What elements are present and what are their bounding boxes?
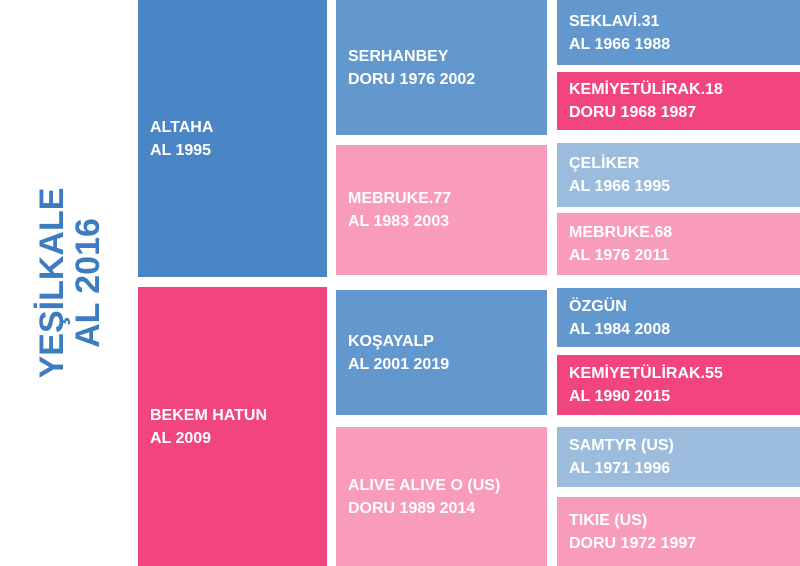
horse-detail: AL 1966 1995 [569, 178, 671, 195]
horse-box: MEBRUKE.68 AL 1976 2011 [557, 213, 800, 275]
horse-detail: AL 1966 1988 [569, 35, 671, 53]
horse-detail: AL 1971 1996 [569, 460, 671, 477]
horse-box: SERHANBEY DORU 1976 2002 [336, 0, 547, 135]
horse-name: ÖZGÜN [569, 297, 627, 315]
horse-detail: DORU 1972 1997 [569, 534, 697, 552]
horse-name: KEMİYETÜLİRAK.55 [569, 365, 723, 382]
horse-name: BEKEM HATUN [150, 406, 268, 424]
horse-box: ALIVE ALIVE O (US) DORU 1989 2014 [336, 427, 547, 566]
horse-name: MEBRUKE.68 [569, 224, 673, 241]
horse-name: ALIVE ALIVE O (US) [348, 476, 501, 494]
horse-detail: AL 2001 2019 [348, 355, 450, 373]
horse-detail: AL 1983 2003 [348, 213, 450, 230]
horse-detail: DORU 1968 1987 [569, 104, 697, 121]
horse-detail: DORU 1976 2002 [348, 70, 476, 88]
horse-box: ÇELİKER AL 1966 1995 [557, 143, 800, 207]
subject: YEŞİLKALE AL 2016 [33, 187, 107, 379]
horse-detail: AL 1990 2015 [569, 388, 671, 405]
horse-box: SAMTYR (US) AL 1971 1996 [557, 427, 800, 487]
horse-name: ALTAHA [150, 118, 214, 136]
horse-detail: AL 1984 2008 [569, 320, 671, 338]
horse-name: ÇELİKER [569, 155, 640, 172]
horse-detail: AL 1995 [150, 141, 212, 159]
horse-name: SEKLAVİ.31 [569, 12, 660, 30]
horse-name: SAMTYR (US) [569, 437, 674, 454]
horse-box: KEMİYETÜLİRAK.18 DORU 1968 1987 [557, 72, 800, 130]
horse-box: BEKEM HATUN AL 2009 [138, 287, 327, 566]
horse-name: TIKIE (US) [569, 511, 648, 529]
horse-name: KEMİYETÜLİRAK.18 [569, 81, 723, 98]
horse-box: MEBRUKE.77 AL 1983 2003 [336, 145, 547, 275]
horse-box: KEMİYETÜLİRAK.55 AL 1990 2015 [557, 355, 800, 415]
horse-name: MEBRUKE.77 [348, 190, 452, 207]
horse-detail: AL 2009 [150, 429, 212, 447]
horse-box: TIKIE (US) DORU 1972 1997 [557, 497, 800, 566]
horse-detail: AL 1976 2011 [569, 247, 670, 264]
horse-box: ALTAHA AL 1995 [138, 0, 327, 277]
horse-name: KOŞAYALP [348, 332, 434, 350]
horse-box: ÖZGÜN AL 1984 2008 [557, 288, 800, 347]
subject-detail: AL 2016 [69, 218, 107, 348]
horse-name: SERHANBEY [348, 47, 449, 65]
horse-detail: DORU 1989 2014 [348, 499, 476, 517]
horse-box: KOŞAYALP AL 2001 2019 [336, 290, 547, 415]
subject-name: YEŞİLKALE [33, 187, 71, 379]
horse-box: SEKLAVİ.31 AL 1966 1988 [557, 0, 800, 65]
